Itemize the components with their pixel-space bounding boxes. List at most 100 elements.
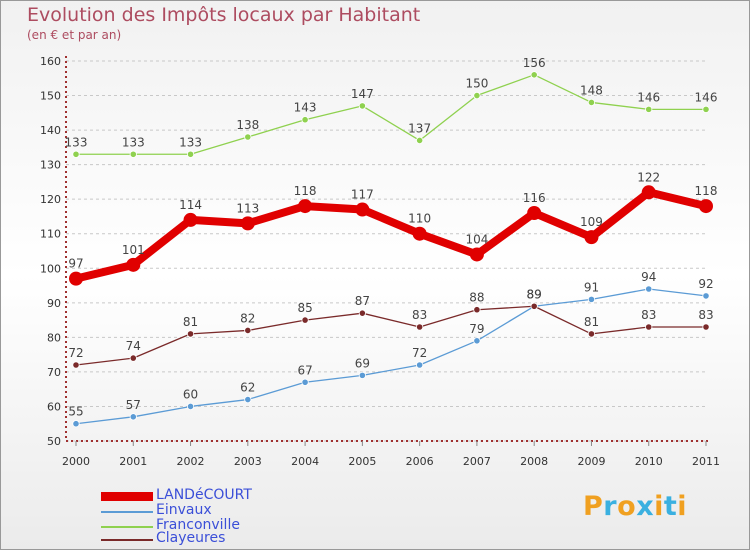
data-point-einvaux <box>702 292 710 300</box>
x-tick-label: 2006 <box>406 455 434 468</box>
y-tick-label: 70 <box>47 366 61 379</box>
data-label-clayeures: 83 <box>641 308 656 322</box>
x-tick-label: 2011 <box>692 455 720 468</box>
data-label-einvaux: 62 <box>240 381 255 395</box>
data-point-franconville <box>530 71 538 79</box>
data-point-clayeures <box>702 323 710 331</box>
data-point-franconville <box>186 150 195 158</box>
y-tick-label: 160 <box>40 55 61 68</box>
data-label-clayeures: 88 <box>469 291 484 305</box>
data-point-einvaux <box>587 295 596 303</box>
legend-swatch-clayeures <box>101 539 153 541</box>
data-label-land-court: 110 <box>408 212 431 226</box>
x-tick-label: 2007 <box>463 455 491 468</box>
logo-letter: P <box>583 491 604 522</box>
data-point-einvaux <box>358 371 366 379</box>
y-tick-label: 120 <box>40 193 61 206</box>
data-point-land-court <box>584 230 599 245</box>
data-label-land-court: 118 <box>294 184 317 198</box>
data-label-einvaux: 55 <box>68 405 83 419</box>
data-label-einvaux: 69 <box>355 356 370 370</box>
data-point-land-court <box>355 202 370 217</box>
data-label-franconville: 148 <box>580 83 603 97</box>
data-label-franconville: 143 <box>294 101 317 115</box>
legend-label-landecourt: LANDéCOURT <box>156 487 252 503</box>
data-point-franconville <box>473 91 481 100</box>
data-label-land-court: 116 <box>523 191 546 205</box>
data-point-franconville <box>416 136 424 145</box>
data-point-einvaux <box>301 378 309 386</box>
data-point-land-court <box>412 226 427 241</box>
data-label-land-court: 113 <box>236 201 259 215</box>
data-point-franconville <box>587 98 596 107</box>
data-point-land-court <box>298 199 313 214</box>
data-label-clayeures: 81 <box>584 315 599 329</box>
data-label-clayeures: 83 <box>698 308 713 322</box>
data-label-land-court: 97 <box>68 257 83 271</box>
data-label-land-court: 122 <box>637 170 660 184</box>
data-point-land-court <box>183 212 198 227</box>
data-point-clayeures <box>530 302 538 310</box>
data-label-clayeures: 87 <box>355 294 370 308</box>
data-label-clayeures: 83 <box>412 308 427 322</box>
data-label-franconville: 133 <box>65 135 88 149</box>
legend-swatch-franconville <box>101 526 153 528</box>
data-label-franconville: 156 <box>523 56 546 70</box>
data-point-franconville <box>702 105 710 113</box>
data-label-einvaux: 92 <box>698 277 713 291</box>
data-label-franconville: 133 <box>122 135 145 149</box>
data-label-clayeures: 81 <box>183 315 198 329</box>
legend-swatch-landecourt <box>101 492 153 501</box>
data-label-einvaux: 67 <box>297 363 312 377</box>
y-tick-label: 50 <box>47 435 61 448</box>
x-tick-label: 2008 <box>520 455 548 468</box>
data-label-einvaux: 94 <box>641 270 656 284</box>
data-label-land-court: 109 <box>580 215 603 229</box>
x-tick-label: 2004 <box>291 455 319 468</box>
data-point-franconville <box>645 105 653 113</box>
x-tick-label: 2009 <box>577 455 605 468</box>
data-label-franconville: 146 <box>637 90 660 104</box>
data-point-clayeures <box>473 306 481 314</box>
data-point-land-court <box>469 247 484 262</box>
chart-title: Evolution des Impôts locaux par Habitant <box>27 4 421 26</box>
data-point-franconville <box>129 150 137 158</box>
data-label-franconville: 137 <box>408 121 431 135</box>
y-tick-label: 140 <box>40 124 61 137</box>
data-point-land-court <box>240 216 255 231</box>
data-label-einvaux: 72 <box>412 346 427 360</box>
data-label-land-court: 101 <box>122 243 145 257</box>
y-tick-label: 150 <box>40 90 61 103</box>
data-point-clayeures <box>301 316 309 324</box>
logo-letter: o <box>617 491 637 522</box>
y-tick-label: 100 <box>40 262 61 275</box>
y-tick-label: 80 <box>47 331 61 344</box>
data-label-land-court: 104 <box>465 232 488 246</box>
data-label-franconville: 133 <box>179 135 202 149</box>
logo-letter: t <box>663 491 678 522</box>
data-point-franconville <box>301 116 309 124</box>
data-point-land-court <box>699 199 713 214</box>
data-point-land-court <box>641 185 656 200</box>
legend-label-einvaux: Einvaux <box>156 502 212 518</box>
data-point-einvaux <box>129 413 137 421</box>
data-label-franconville: 147 <box>351 87 374 101</box>
x-tick-label: 2000 <box>62 455 90 468</box>
data-point-franconville <box>244 133 252 141</box>
data-point-einvaux <box>473 337 481 345</box>
x-tick-label: 2003 <box>234 455 262 468</box>
data-point-franconville <box>72 150 80 158</box>
x-tick-label: 2001 <box>119 455 147 468</box>
x-tick-label: 2005 <box>348 455 376 468</box>
x-tick-label: 2002 <box>177 455 205 468</box>
data-label-land-court: 118 <box>695 184 718 198</box>
x-tick-label: 2010 <box>635 455 663 468</box>
data-label-land-court: 114 <box>179 198 202 212</box>
series-line-land-court <box>75 188 707 283</box>
data-point-land-court <box>527 206 542 220</box>
data-point-land-court <box>126 257 141 272</box>
series-line-franconville <box>76 74 706 155</box>
data-point-clayeures <box>645 323 653 331</box>
